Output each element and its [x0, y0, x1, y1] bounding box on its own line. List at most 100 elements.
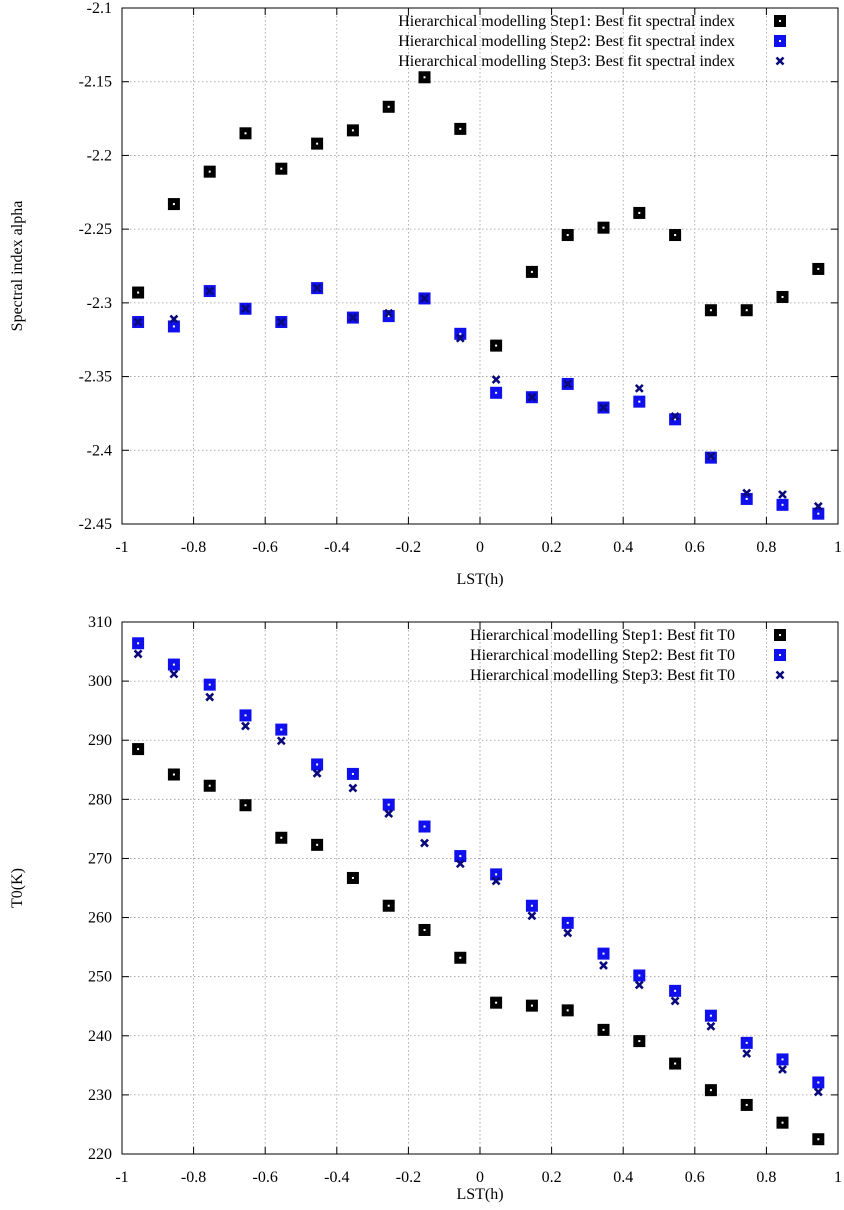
data-point	[491, 375, 501, 384]
data-point	[311, 758, 324, 771]
data-point	[813, 1087, 823, 1097]
data-point	[704, 304, 717, 317]
data-point	[311, 838, 324, 851]
data-point	[132, 286, 145, 299]
y-tick-label: -2.15	[79, 74, 112, 91]
x-tick-label: -0.6	[253, 539, 278, 556]
data-point	[205, 286, 215, 296]
data-point	[812, 262, 825, 275]
data-point	[167, 320, 180, 333]
data-point	[455, 859, 465, 869]
x-axis-label: LST(h)	[456, 571, 503, 588]
data-point	[633, 969, 646, 982]
data-point	[384, 308, 394, 318]
data-point	[241, 721, 250, 731]
legend-marker	[774, 649, 786, 661]
x-tick-label: 0.8	[756, 1169, 776, 1186]
data-point	[167, 658, 180, 671]
data-point	[776, 1053, 789, 1066]
data-point	[813, 501, 823, 511]
data-point	[205, 692, 215, 702]
data-point	[597, 947, 610, 960]
data-point	[346, 767, 359, 780]
y-tick-label: 290	[88, 732, 112, 749]
data-point	[384, 809, 394, 818]
data-point	[420, 838, 429, 848]
data-point	[133, 317, 143, 327]
y-tick-label: -2.25	[79, 221, 112, 238]
data-point	[561, 1004, 574, 1017]
data-point	[346, 871, 359, 884]
data-point	[669, 984, 682, 997]
series-step3	[133, 649, 823, 1097]
data-point	[132, 637, 145, 650]
data-point	[527, 911, 537, 921]
y-axis-label: T0(K)	[9, 868, 26, 908]
x-tick-label: 0.2	[542, 539, 562, 556]
grid	[121, 621, 839, 1155]
data-point	[275, 723, 288, 736]
data-point	[239, 799, 252, 812]
data-point	[742, 1049, 752, 1058]
data-point	[382, 899, 395, 912]
data-point	[633, 206, 646, 219]
data-point	[776, 498, 789, 511]
data-point	[561, 229, 574, 242]
legend: Hierarchical modelling Step1: Best fit s…	[398, 13, 786, 70]
legend-marker	[774, 15, 786, 27]
data-point	[778, 1065, 787, 1074]
data-point	[740, 304, 753, 317]
data-point	[634, 980, 644, 990]
data-point	[167, 768, 180, 781]
data-point	[525, 999, 538, 1012]
y-axis-label: Spectral index alpha	[9, 201, 26, 332]
data-point	[312, 283, 322, 293]
data-point	[241, 304, 250, 314]
data-point	[776, 290, 789, 303]
data-point	[276, 736, 286, 746]
data-point	[740, 1098, 753, 1111]
data-point	[167, 198, 180, 211]
data-point	[454, 122, 467, 135]
data-point	[490, 996, 503, 1009]
legend: Hierarchical modelling Step1: Best fit T…	[470, 627, 786, 684]
data-point	[420, 294, 429, 303]
x-tick-label: 0	[476, 539, 484, 556]
data-point	[704, 1009, 717, 1022]
data-point	[670, 996, 680, 1006]
data-point	[633, 1035, 646, 1048]
data-point	[706, 451, 716, 461]
y-tick-label: -2.45	[79, 516, 112, 533]
x-axis-label: LST(h)	[456, 1186, 503, 1203]
data-point	[382, 310, 395, 323]
series-step3	[133, 283, 823, 511]
y-tick-label: -2.1	[87, 0, 112, 17]
spectral-index-chart: -1 -0.8 -0.6 -0.4 -0.2 0 0.2 0.4 0.6 0.8 1 -2.45 -2.…	[9, 0, 842, 588]
legend-entry-label: Hierarchical modelling Step1: Best fit T…	[470, 627, 735, 644]
data-point	[276, 317, 286, 327]
legend-marker	[775, 56, 785, 66]
legend-entry-label: Hierarchical modelling Step3: Best fit s…	[398, 53, 735, 70]
x-tick-label: 0.2	[542, 1169, 562, 1186]
data-point	[169, 669, 179, 679]
data-point	[812, 1133, 825, 1146]
data-point	[275, 162, 288, 175]
series-step2	[132, 637, 825, 1089]
data-point	[599, 961, 608, 970]
data-point	[418, 820, 431, 833]
data-point	[312, 768, 322, 778]
data-point	[239, 127, 252, 140]
data-point	[454, 951, 467, 964]
x-tick-label: 0.6	[685, 1169, 705, 1186]
legend-entry-label: Hierarchical modelling Step2: Best fit s…	[398, 33, 735, 50]
data-point	[203, 678, 216, 691]
data-point	[490, 386, 503, 399]
x-tick-label: 0.8	[756, 539, 776, 556]
legend-marker	[774, 629, 786, 641]
y-tick-label: 310	[88, 614, 112, 631]
x-tick-label: 1	[834, 539, 842, 556]
data-point	[311, 137, 324, 150]
data-point	[346, 124, 359, 137]
data-point	[169, 314, 179, 324]
